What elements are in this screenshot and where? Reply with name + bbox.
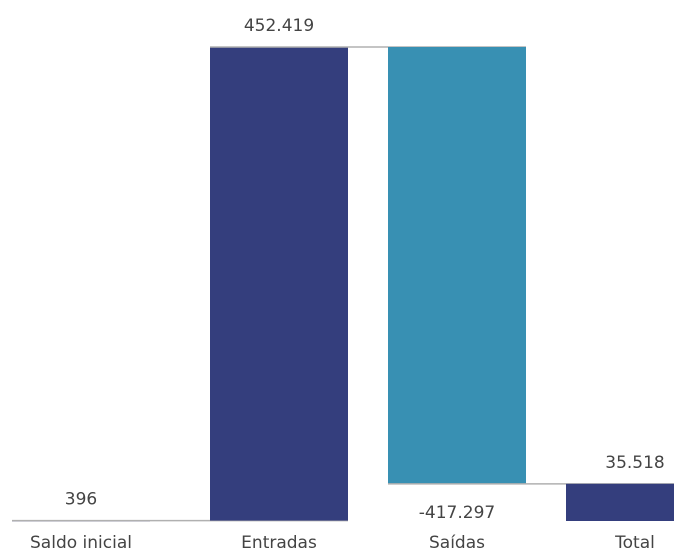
category-label: Total: [614, 533, 655, 553]
value-label: 35.518: [605, 453, 664, 473]
category-label: Saldo inicial: [30, 533, 132, 553]
bar-entradas: [210, 47, 348, 521]
value-label: -417.297: [419, 503, 495, 523]
category-label: Entradas: [241, 533, 317, 553]
bar-sa-das: [388, 47, 526, 484]
value-label: 452.419: [244, 16, 314, 36]
bar-total: [566, 483, 674, 521]
category-label: Saídas: [429, 533, 485, 553]
value-label: 396: [65, 490, 97, 510]
